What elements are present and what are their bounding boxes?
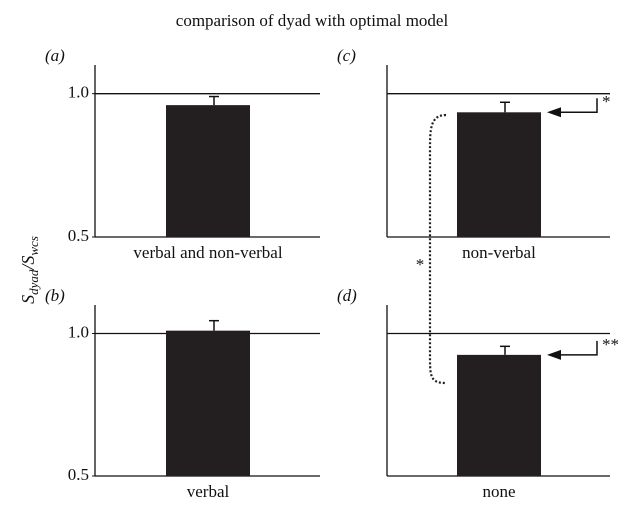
- bar: [457, 354, 541, 476]
- x-tick-label: non-verbal: [462, 243, 536, 262]
- x-tick-label: verbal: [187, 482, 230, 501]
- comparison-annotation: *: [416, 255, 425, 274]
- panel-label: (d): [337, 286, 357, 305]
- x-tick-label: none: [482, 482, 515, 501]
- y-label-part: S: [18, 295, 38, 304]
- y-label-part: dyad: [26, 269, 41, 295]
- y-label-part: /S: [18, 256, 38, 271]
- panel-label: (b): [45, 286, 65, 305]
- annotation: *: [602, 92, 611, 111]
- y-label-part: wcs: [26, 236, 41, 256]
- y-tick-label: 1.0: [68, 83, 89, 102]
- annotation-arrow: [549, 98, 598, 114]
- figure-title: comparison of dyad with optimal model: [176, 11, 449, 30]
- y-axis-label: Sdyad/Swcs: [18, 236, 41, 304]
- annotation: **: [602, 335, 619, 354]
- panel-label: (c): [337, 46, 356, 65]
- annotation-arrowhead: [547, 107, 561, 118]
- y-tick-label: 0.5: [68, 465, 89, 484]
- x-tick-label: verbal and non-verbal: [133, 243, 282, 262]
- bar: [166, 105, 250, 237]
- y-tick-label: 0.5: [68, 226, 89, 245]
- annotation-arrowhead: [547, 349, 561, 360]
- bar: [166, 330, 250, 476]
- comparison-bracket: [428, 113, 447, 385]
- annotation-arrow: [549, 340, 598, 356]
- bar: [457, 112, 541, 237]
- y-tick-label: 1.0: [68, 322, 89, 341]
- panel-label: (a): [45, 46, 65, 65]
